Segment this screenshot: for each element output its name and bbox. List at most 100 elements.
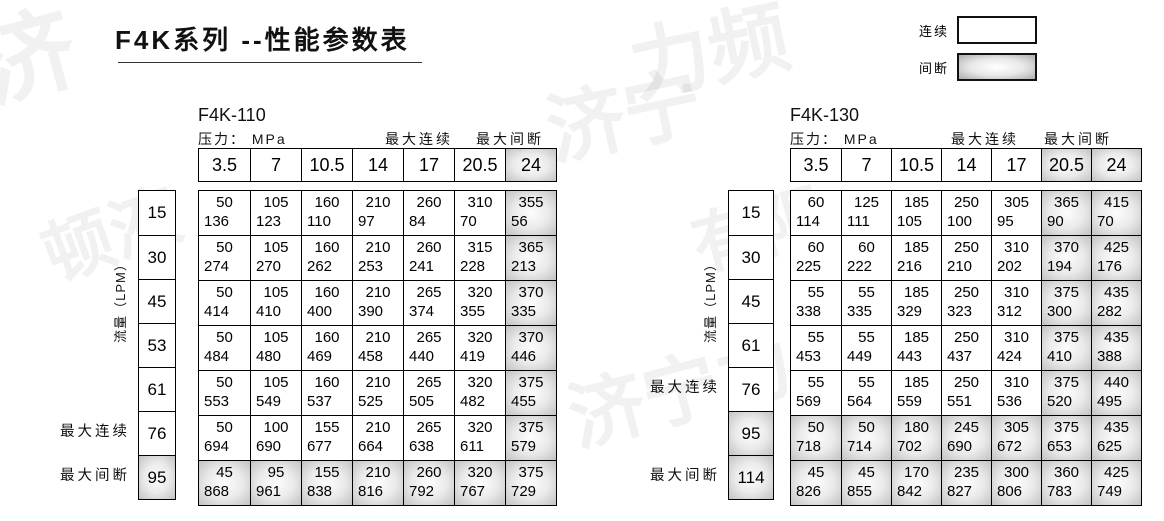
cell-top-value: 160 [314,329,340,346]
data-cell: 55 449 [841,326,891,370]
cell-top-value: 50 [807,419,825,436]
data-row: 55 569 55 564 185 559 250 551 310 536 375 520 440 495 [791,370,1141,415]
cell-top-value: 55 [807,329,825,346]
data-row: 60 114 125 111 185 105 250 100 305 95 365 90 415 70 [791,191,1141,235]
data-cell: 370 446 [505,326,556,370]
cell-top-value: 310 [467,194,493,211]
pressure-header-cell: 7 [841,149,891,181]
cell-bottom-value: 718 [796,438,822,455]
data-cell: 320 355 [454,281,505,325]
cell-top-value: 185 [903,329,930,346]
cell-bottom-value: 90 [1047,213,1064,230]
cell-bottom-value: 690 [947,438,973,455]
data-cell: 105 549 [250,371,301,415]
data-cell: 160 110 [301,191,352,235]
pressure-header-cell: 17 [403,149,454,181]
data-cell: 55 338 [791,281,841,325]
cell-top-value: 50 [216,329,233,346]
cell-bottom-value: 225 [796,258,822,275]
cell-top-value: 315 [467,239,493,256]
data-cell: 210 816 [352,461,403,505]
data-cell: 185 559 [891,371,941,415]
flow-cell: 114 [729,455,773,499]
data-cell: 375 300 [1041,281,1091,325]
data-cell: 310 312 [991,281,1041,325]
cell-top-value: 125 [853,194,880,211]
data-cell: 440 495 [1091,371,1141,415]
data-cell: 45 855 [841,461,891,505]
data-cell: 50 714 [841,416,891,460]
cell-top-value: 50 [216,194,233,211]
pressure-header-row: 3.5 7 10.5 14 17 20.5 24 [198,148,557,182]
cell-bottom-value: 56 [511,213,528,230]
cell-bottom-value: 469 [307,348,333,365]
cell-bottom-value: 323 [947,303,973,320]
cell-bottom-value: 84 [409,213,426,230]
data-cell: 170 842 [891,461,941,505]
cell-bottom-value: 767 [460,483,486,500]
cell-top-value: 305 [1003,419,1030,436]
cell-top-value: 375 [518,374,544,391]
cell-bottom-value: 95 [997,213,1014,230]
cell-top-value: 45 [807,464,825,481]
cell-top-value: 250 [953,194,980,211]
data-cell: 55 564 [841,371,891,415]
cell-top-value: 260 [416,194,442,211]
data-cell: 310 536 [991,371,1041,415]
data-cell: 305 95 [991,191,1041,235]
data-cell: 125 111 [841,191,891,235]
cell-top-value: 55 [858,374,875,391]
max-intermittent-caption: 最大间断 [476,131,544,147]
cell-bottom-value: 312 [997,303,1023,320]
cell-top-value: 160 [314,194,340,211]
data-cell: 55 335 [841,281,891,325]
cell-bottom-value: 672 [997,438,1023,455]
cell-top-value: 365 [518,239,544,256]
data-cell: 435 282 [1091,281,1141,325]
cell-top-value: 370 [518,329,544,346]
data-cell: 210 97 [352,191,403,235]
row-side-label: 最大连续 [60,424,130,440]
cell-top-value: 155 [314,419,340,436]
cell-top-value: 45 [858,464,875,481]
data-cell: 210 525 [352,371,403,415]
cell-top-value: 185 [903,374,930,391]
cell-top-value: 105 [263,374,289,391]
cell-top-value: 370 [518,284,544,301]
cell-bottom-value: 783 [1047,483,1073,500]
cell-top-value: 355 [518,194,544,211]
pressure-header-cell: 20.5 [454,149,505,181]
cell-bottom-value: 222 [847,258,873,275]
data-cell: 360 783 [1041,461,1091,505]
data-row: 55 338 55 335 185 329 250 323 310 312 375 300 435 282 [791,280,1141,325]
cell-bottom-value: 440 [409,348,435,365]
pressure-header-cell: 10.5 [301,149,352,181]
data-cell: 50 718 [791,416,841,460]
cell-top-value: 160 [314,284,340,301]
pressure-header-cell: 20.5 [1041,149,1091,181]
cell-top-value: 210 [365,239,391,256]
data-row: 50 274 105 270 160 262 210 253 260 241 315 228 365 21… [199,235,556,280]
cell-bottom-value: 664 [358,438,384,455]
max-continuous-caption: 最大连续 [385,131,453,147]
data-cell: 50 414 [199,281,250,325]
data-row: 50 414 105 410 160 400 210 390 265 374 320 355 370 33… [199,280,556,325]
cell-bottom-value: 228 [460,258,486,275]
pressure-header-row: 3.5 7 10.5 14 17 20.5 24 [790,148,1142,182]
cell-top-value: 55 [807,284,825,301]
row-side-label: 最大间断 [650,468,720,484]
cell-bottom-value: 410 [1047,348,1073,365]
cell-top-value: 435 [1103,419,1130,436]
legend-continuous-label: 连续 [918,23,949,39]
flow-cell: 15 [139,191,175,235]
data-cell: 185 443 [891,326,941,370]
pressure-header-cell: 10.5 [891,149,941,181]
data-cell: 235 827 [941,461,991,505]
data-cell: 265 374 [403,281,454,325]
data-cell: 260 241 [403,236,454,280]
cell-top-value: 170 [903,464,930,481]
cell-bottom-value: 70 [460,213,477,230]
cell-top-value: 210 [365,374,391,391]
table-model-title: F4K-110 [198,105,266,125]
cell-top-value: 185 [903,239,930,256]
